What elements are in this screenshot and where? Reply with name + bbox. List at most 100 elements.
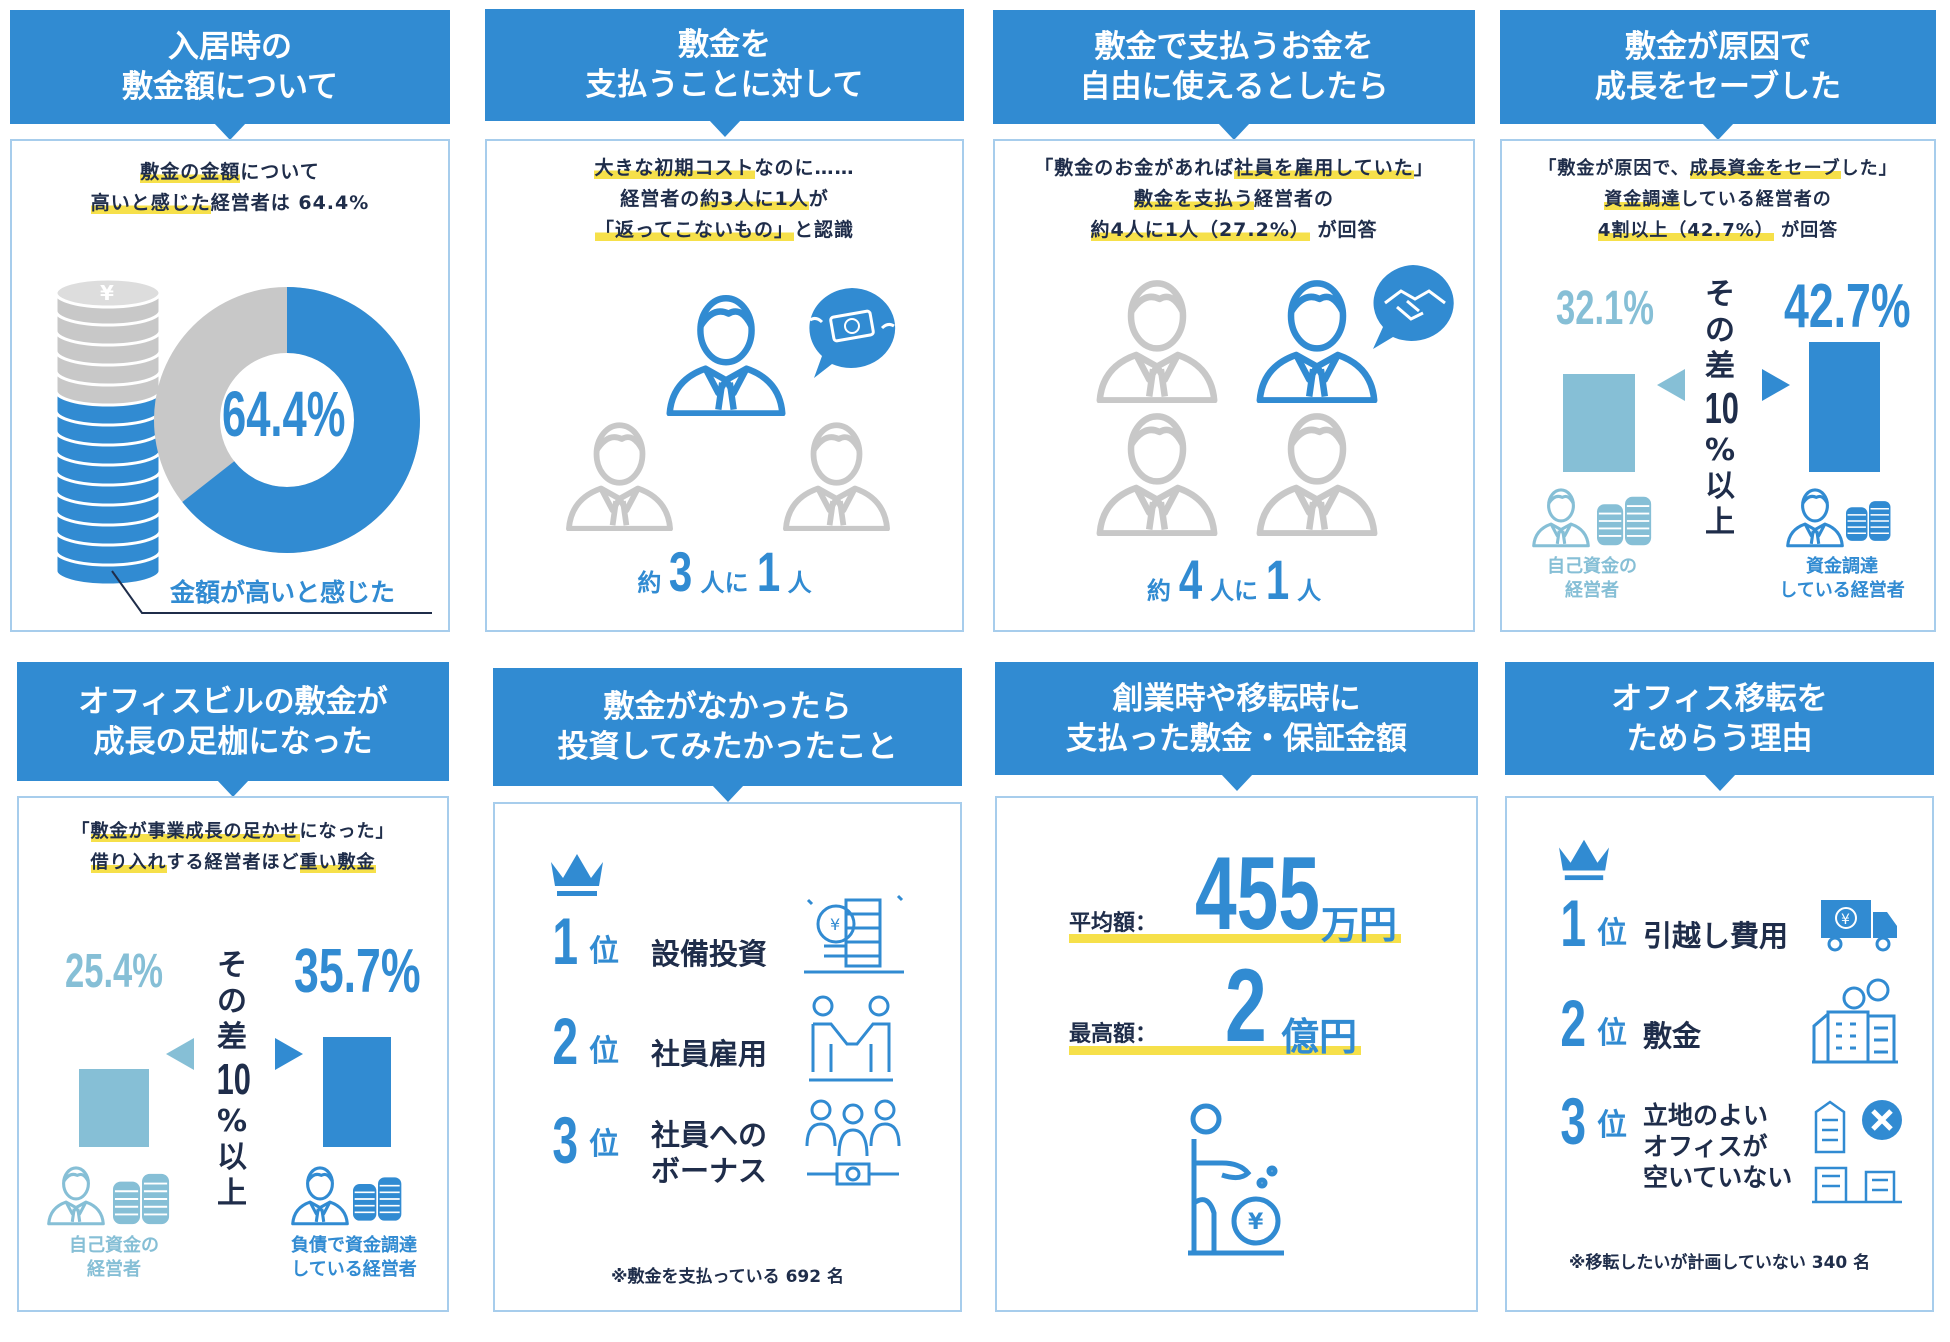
difference-label: その差 10% 以上 xyxy=(210,948,254,1212)
rank-suffix: 位 xyxy=(1597,1016,1627,1051)
maximum-label: 最高額： xyxy=(1069,1022,1158,1047)
arrow-left-icon xyxy=(166,1038,194,1070)
rank-suffix: 位 xyxy=(589,1034,619,1069)
highlighted-text: 社員を雇用していた xyxy=(1234,157,1414,179)
person-gray-icon xyxy=(562,416,677,531)
right-caption: 負債で資金調達 している経営者 xyxy=(269,1234,439,1282)
donut-chart xyxy=(154,287,420,553)
maximum-unit: 億円 xyxy=(1281,1015,1358,1059)
crown-icon xyxy=(1554,834,1614,882)
equipment-investment-icon: ¥ xyxy=(804,894,904,974)
panel-4-title-line-1: 敷金が原因で xyxy=(1625,29,1811,65)
ratio-suffix: 人 xyxy=(1297,577,1322,605)
panel-3-summary: 「敷金のお金があれば社員を雇用していた」 敷金を支払う経営者の 約4人に1人（27.… xyxy=(995,153,1473,246)
average-underline xyxy=(1069,934,1401,943)
difference-label: その差 10% 以上 xyxy=(1698,277,1742,541)
summary-text: について xyxy=(240,161,320,183)
average-label: 平均額： xyxy=(1069,911,1158,936)
panel-5-body: 「敷金が事業成長の足かせになった」 借り入れする経営者ほど重い敷金 25.4% 3… xyxy=(17,796,449,1312)
panel-4-summary: 「敷金が原因で、成長資金をセーブした」 資金調達している経営者の 4割以上（42.7… xyxy=(1502,153,1934,246)
difference-char: そ xyxy=(1705,277,1735,312)
summary-text: する経営者ほど xyxy=(166,852,300,873)
coins-icon xyxy=(109,1170,175,1228)
summary-text: 「 xyxy=(71,821,91,842)
panel-6-title-line-2: 投資してみたかったこと xyxy=(557,729,898,765)
person-gray-icon xyxy=(1092,406,1222,536)
panel-3-title-line-1: 敷金で支払うお金を xyxy=(1094,29,1374,65)
panel-5-summary: 「敷金が事業成長の足かせになった」 借り入れする経営者ほど重い敷金 xyxy=(19,816,447,878)
person-gray-icon xyxy=(1092,273,1222,403)
summary-text: した」 xyxy=(1840,158,1898,179)
summary-text: 経営者の xyxy=(1254,188,1335,210)
building-money-icon xyxy=(1812,978,1898,1064)
summary-text: 「敷金のお金があれば xyxy=(1034,157,1235,179)
panel-1-header: 入居時の 敷金額について xyxy=(10,10,450,140)
caption-connector xyxy=(111,570,432,614)
crown-icon xyxy=(543,848,611,898)
caption-line: 自己資金の xyxy=(1547,556,1637,577)
summary-line: 敷金の金額について xyxy=(12,157,448,188)
person-highlighted-icon xyxy=(1252,273,1382,403)
highlighted-text: 成長資金をセーブ xyxy=(1689,158,1841,179)
caption-line: 負債で資金調達 xyxy=(291,1235,417,1256)
difference-char: 差 xyxy=(1705,349,1735,384)
maximum-value: 2 xyxy=(1225,948,1267,1064)
summary-text: 」 xyxy=(1413,157,1434,179)
rank-label: 社員への ボーナス xyxy=(651,1118,768,1188)
no-vacant-office-icon xyxy=(1812,1100,1902,1204)
panel-8-header: オフィス移転を ためらう理由 xyxy=(1505,662,1934,791)
sample-note: ※敷金を支払っている 692 名 xyxy=(611,1267,844,1287)
right-caption: 資金調達 している経営者 xyxy=(1762,555,1922,603)
right-bar xyxy=(1809,342,1880,472)
arrow-right-icon xyxy=(1762,369,1790,401)
person-gray-icon xyxy=(1252,406,1382,536)
panel-6-header: 敷金がなかったら 投資してみたかったこと xyxy=(493,668,962,802)
highlighted-text: 大きな初期コスト xyxy=(594,157,755,179)
panel-1-title-line-2: 敷金額について xyxy=(121,69,339,105)
coins-icon xyxy=(1594,493,1656,549)
ratio-text: 約 3 人に 1 人 xyxy=(487,539,962,604)
flying-money-icon xyxy=(809,288,896,378)
panel-2-header: 敷金を 支払うことに対して xyxy=(485,9,964,137)
panel-2-summary: 大きな初期コストなのに…… 経営者の約3人に1人が 「返ってこないもの」と認識 xyxy=(487,153,962,246)
panel-8-title-line-2: ためらう理由 xyxy=(1626,720,1813,757)
svg-text:¥: ¥ xyxy=(830,915,840,934)
caption-line: 自己資金の xyxy=(69,1235,159,1256)
summary-text: 「敷金が原因で、 xyxy=(1538,158,1690,179)
highlighted-text: 重い敷金 xyxy=(299,852,376,873)
rank-label: 立地のよい オフィスが 空いていない xyxy=(1643,1101,1793,1192)
right-value-label: 35.7% xyxy=(294,937,421,1006)
difference-char: 差 xyxy=(217,1020,247,1055)
difference-char: の xyxy=(217,984,247,1019)
left-value-label: 32.1% xyxy=(1556,282,1654,335)
panel-2-title-line-1: 敷金を xyxy=(678,27,771,63)
rank-number: 2 xyxy=(1560,986,1587,1060)
caption-line: している経営者 xyxy=(1779,580,1905,601)
difference-char: 上 xyxy=(1705,505,1735,540)
moving-truck-icon: ¥ xyxy=(1821,900,1897,952)
left-caption: 自己資金の 経営者 xyxy=(1522,555,1662,603)
summary-line: 4割以上（42.7%） が回答 xyxy=(1502,215,1934,246)
highlighted-text: 約3人に1人 xyxy=(700,188,809,210)
ratio-number: 3 xyxy=(669,540,693,603)
highlighted-text: 借り入れ xyxy=(90,852,167,873)
rank-item-3: 3 位立地のよい オフィスが 空いていない xyxy=(1555,1088,1793,1193)
rank-item-3: 3 位社員への ボーナス xyxy=(547,1107,768,1189)
summary-line: 約4人に1人（27.2%） が回答 xyxy=(995,215,1473,246)
caption-line: 経営者 xyxy=(87,1259,141,1280)
person-paying-money-icon: ¥ xyxy=(1188,1103,1284,1256)
highlighted-text: 敷金が事業成長の足かせ xyxy=(90,821,300,842)
summary-line: 「敷金のお金があれば社員を雇用していた」 xyxy=(995,153,1473,184)
sample-note: ※移転したいが計画していない 340 名 xyxy=(1568,1253,1871,1273)
rank-item-1: 1 位引越し費用 xyxy=(1555,890,1788,956)
panel-7-header: 創業時や移転時に 支払った敷金・保証金額 xyxy=(995,662,1478,791)
right-bar xyxy=(323,1037,391,1147)
coins-icon xyxy=(1846,493,1892,549)
panel-6-body: 1 位設備投資 2 位社員雇用 3 位社員への ボーナス ¥ ※敷金を支払っている 6… xyxy=(493,802,962,1312)
summary-line: 大きな初期コストなのに…… xyxy=(487,153,962,184)
summary-line: 高いと感じた経営者は 64.4% xyxy=(12,188,448,219)
panel-5-title-line-2: 成長の足枷になった xyxy=(93,723,373,760)
summary-text: している経営者の xyxy=(1680,189,1832,210)
summary-text: が xyxy=(808,188,829,210)
summary-text: 経営者の xyxy=(620,188,701,210)
